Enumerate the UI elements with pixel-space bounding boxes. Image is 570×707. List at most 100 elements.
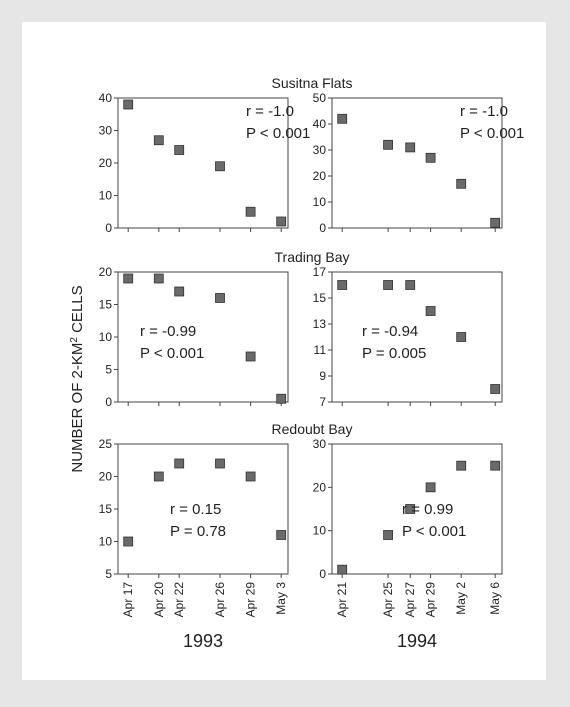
data-point <box>123 273 134 284</box>
y-tick-label: 0 <box>319 221 326 235</box>
y-axis-label: NUMBER OF 2-KM2 CELLS <box>69 285 87 472</box>
data-point <box>276 530 287 540</box>
data-point <box>215 293 225 303</box>
data-point <box>337 113 348 124</box>
y-tick-label: 5 <box>105 363 112 377</box>
data-point <box>174 458 185 469</box>
data-point <box>245 206 256 217</box>
correlation-label: r = -1.0 <box>460 103 508 120</box>
y-tick-label: 30 <box>313 143 327 157</box>
y-tick-label: 5 <box>105 567 112 581</box>
y-tick-label: 50 <box>313 91 327 105</box>
y-tick-label: 25 <box>99 437 113 451</box>
data-point <box>245 351 256 362</box>
panel-title: Trading Bay <box>275 249 350 265</box>
data-point <box>174 145 185 155</box>
correlation-label: r = -0.94 <box>362 323 418 340</box>
y-tick-label: 10 <box>313 524 327 538</box>
data-point <box>405 280 416 290</box>
y-tick-label: 40 <box>313 117 327 131</box>
correlation-label: r = -0.99 <box>140 323 196 340</box>
y-tick-label: 10 <box>99 535 113 549</box>
data-point <box>153 471 164 482</box>
p-value-label: P = 0.78 <box>170 523 226 540</box>
x-tick-label: Apr 25 <box>381 582 395 618</box>
data-point <box>383 530 394 540</box>
y-tick-label: 0 <box>105 395 112 409</box>
p-value-label: P < 0.001 <box>402 523 466 540</box>
y-tick-label: 13 <box>313 317 327 331</box>
y-tick-label: 9 <box>319 369 326 383</box>
data-point <box>425 306 436 316</box>
data-point <box>456 332 467 342</box>
data-point <box>276 393 287 404</box>
y-tick-label: 15 <box>99 298 113 312</box>
data-point <box>425 152 436 163</box>
data-point <box>456 460 467 471</box>
correlation-label: r = 0.15 <box>170 501 221 518</box>
y-tick-label: 17 <box>313 265 327 279</box>
x-tick-label: Apr 27 <box>403 582 417 618</box>
y-tick-label: 7 <box>319 395 326 409</box>
y-tick-label: 11 <box>314 343 327 357</box>
correlation-label: r = -1.0 <box>246 103 294 120</box>
panel-2: 0 10 20 30 40 50 r = -1.0 P < 0.001 <box>313 91 525 235</box>
plot-frame <box>331 271 503 403</box>
x-tick-label: May 6 <box>488 582 502 615</box>
x-tick-label: Apr 17 <box>121 582 135 618</box>
data-point <box>337 564 348 575</box>
y-tick-label: 15 <box>99 502 113 516</box>
y-tick-label: 20 <box>99 265 113 279</box>
panel-title: Susitna Flats <box>272 75 353 91</box>
x-tick-label: Apr 29 <box>244 582 258 618</box>
y-tick-label: 20 <box>99 470 113 484</box>
data-point <box>123 99 134 110</box>
data-point <box>383 139 394 150</box>
x-tick-label: Apr 29 <box>424 582 438 618</box>
data-point <box>490 384 501 394</box>
y-tick-label: 30 <box>313 437 327 451</box>
x-tick-label: Apr 26 <box>213 582 227 618</box>
data-point <box>215 458 225 469</box>
data-point <box>276 216 287 227</box>
year-label: 1993 <box>183 631 223 651</box>
year-label: 1994 <box>397 631 437 651</box>
panel-6: 0 10 20 30 Apr 21 Apr 25 Apr 27 Apr 29 May 2 May … <box>313 437 503 651</box>
y-tick-label: 15 <box>313 291 327 305</box>
y-tick-label: 0 <box>105 221 112 235</box>
panel-5: Redoubt Bay 5 10 15 20 25 Apr 17 Apr 20 Apr 22 Ap… <box>99 421 353 651</box>
panel-title: Redoubt Bay <box>272 421 353 437</box>
panel-3: Trading Bay 0 5 10 15 20 r = -0.99 P < 0.001 <box>99 249 350 409</box>
correlation-label: r = 0.99 <box>402 501 453 518</box>
plot-frame <box>331 97 503 229</box>
data-point <box>337 280 348 290</box>
panel-4: 7 9 11 13 15 17 r = -0.94 P = 0.005 <box>313 265 503 409</box>
plot-frame <box>331 443 503 575</box>
data-point <box>490 460 501 471</box>
data-point <box>215 161 225 172</box>
x-tick-label: May 2 <box>454 582 468 615</box>
data-point <box>405 142 416 153</box>
p-value-label: P < 0.001 <box>246 125 310 142</box>
data-point <box>153 273 164 284</box>
x-tick-label: Apr 20 <box>152 582 166 618</box>
data-point <box>245 471 256 482</box>
p-value-label: P < 0.001 <box>140 345 204 362</box>
y-tick-label: 40 <box>99 91 113 105</box>
panel-1: Susitna Flats 0 10 20 30 40 r = -1.0 P < 0.001 <box>99 75 353 235</box>
y-tick-label: 10 <box>99 330 113 344</box>
y-tick-label: 30 <box>99 124 113 138</box>
x-tick-label: Apr 21 <box>335 582 349 618</box>
scatter-figure: NUMBER OF 2-KM2 CELLS Susitna Flats 0 10 20… <box>69 75 525 651</box>
y-tick-label: 10 <box>99 189 113 203</box>
figure-card: NUMBER OF 2-KM2 CELLS Susitna Flats 0 10 20… <box>22 22 546 680</box>
y-tick-label: 20 <box>313 480 327 494</box>
p-value-label: P = 0.005 <box>362 345 426 362</box>
y-tick-label: 0 <box>319 567 326 581</box>
data-point <box>153 135 164 146</box>
data-point <box>174 286 185 297</box>
x-tick-label: Apr 22 <box>172 582 186 618</box>
data-point <box>123 536 134 547</box>
p-value-label: P < 0.001 <box>460 125 524 142</box>
y-tick-label: 20 <box>313 169 327 183</box>
